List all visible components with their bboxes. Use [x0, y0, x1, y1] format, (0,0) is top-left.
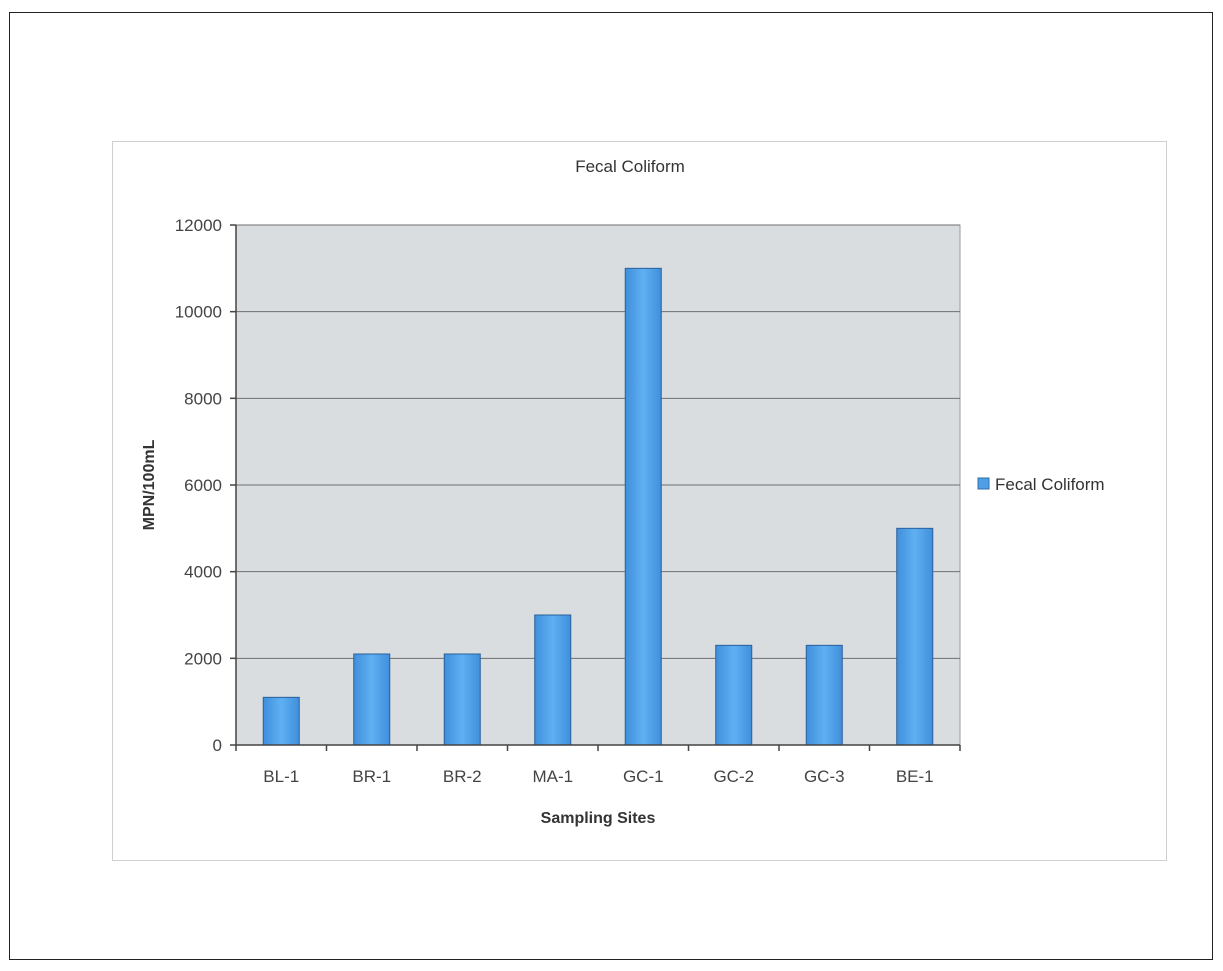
bar-bl-1 — [262, 696, 300, 746]
y-tick-label: 0 — [213, 736, 222, 755]
x-tick-label: BR-2 — [443, 767, 482, 786]
y-tick-label: 2000 — [184, 649, 222, 668]
x-tick-label: BR-1 — [352, 767, 391, 786]
x-axis-label: Sampling Sites — [541, 810, 656, 827]
bar-ma-1 — [534, 614, 572, 746]
y-tick-label: 12000 — [175, 216, 222, 235]
bar-br-1 — [353, 653, 391, 746]
x-tick-label: GC-3 — [804, 767, 845, 786]
y-tick-label: 6000 — [184, 476, 222, 495]
x-tick-label: BE-1 — [896, 767, 934, 786]
legend-label: Fecal Coliform — [995, 475, 1105, 494]
y-tick-label: 4000 — [184, 563, 222, 582]
y-tick-label: 10000 — [175, 303, 222, 322]
x-tick-label: GC-2 — [713, 767, 754, 786]
legend-swatch — [977, 477, 990, 490]
y-tick-label: 8000 — [184, 389, 222, 408]
y-axis-label: MPN/100mL — [141, 439, 158, 530]
bar-gc-1 — [624, 267, 662, 746]
bar-br-2 — [443, 653, 481, 746]
x-tick-label: GC-1 — [623, 767, 664, 786]
chart-title: Fecal Coliform — [575, 157, 685, 176]
bar-gc-2 — [715, 644, 753, 746]
bar-be-1 — [896, 527, 934, 746]
x-tick-label: MA-1 — [532, 767, 573, 786]
bar-gc-3 — [805, 644, 843, 746]
x-tick-label: BL-1 — [263, 767, 299, 786]
legend: Fecal Coliform — [977, 475, 1105, 494]
